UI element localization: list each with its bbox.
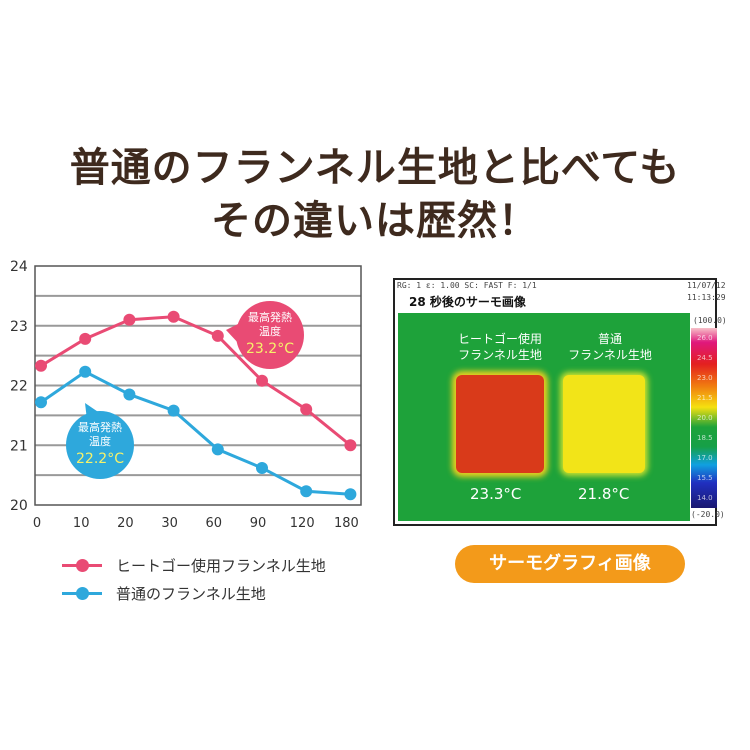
scale-label: 14.0 — [697, 494, 713, 502]
legend-swatch — [62, 587, 102, 600]
x-tick-label: 0 — [33, 516, 41, 531]
x-tick-label: 120 — [290, 516, 315, 531]
scale-max: (100.0) — [693, 316, 727, 325]
right-label: 普通 フランネル生地 — [568, 332, 652, 362]
data-point — [344, 439, 357, 452]
data-point — [123, 388, 136, 401]
scale-label: 15.5 — [697, 474, 713, 482]
meta-line: RG: 1 ε: 1.00 SC: FAST F: 1/1 — [397, 281, 537, 290]
thermo-title: 28 秒後のサーモ画像 — [409, 295, 526, 309]
headline-line1: 普通のフランネル生地と比べても — [69, 145, 681, 191]
data-point — [167, 310, 180, 323]
x-tick-label: 30 — [161, 516, 178, 531]
left-label: ヒートゴー使用 フランネル生地 — [457, 332, 542, 362]
data-point — [79, 365, 92, 378]
thermography-image: RG: 1 ε: 1.00 SC: FAST F: 1/1 11/07/12 1… — [393, 278, 727, 526]
data-point — [300, 403, 313, 416]
x-tick-label: 10 — [73, 516, 90, 531]
scale-label: 18.5 — [697, 434, 713, 442]
scale-label: 26.0 — [697, 334, 713, 342]
series-line — [40, 370, 351, 496]
date: 11/07/12 — [687, 281, 726, 290]
data-point — [344, 488, 357, 501]
scale-label: 24.5 — [697, 354, 713, 362]
data-point — [35, 396, 47, 409]
scale-label: 20.0 — [697, 414, 713, 422]
scale-label: 17.0 — [697, 454, 713, 462]
callout-label: 温度 — [89, 434, 111, 448]
callout-label: 最高発熱 — [78, 420, 122, 434]
callout-value: 22.2°C — [76, 451, 124, 467]
plot-frame — [34, 265, 362, 506]
legend-label: ヒートゴー使用フランネル生地 — [116, 557, 326, 575]
data-point — [167, 404, 180, 417]
callout-bubble — [236, 301, 304, 369]
thermography-badge: サーモグラフィ画像 — [455, 545, 685, 583]
y-tick-label: 21 — [10, 438, 28, 454]
data-point — [256, 374, 268, 387]
thermal-field: ヒートゴー使用 フランネル生地 普通 フランネル生地 23.3°C 21.8°C — [398, 313, 690, 521]
scale-label: 21.5 — [697, 394, 713, 402]
data-point — [211, 329, 224, 342]
x-tick-label: 20 — [117, 516, 134, 531]
color-scale: 26.0 24.5 23.0 21.5 20.0 18.5 17.0 15.5 14.0 — [691, 328, 717, 508]
left-temp: 23.3°C — [470, 485, 522, 503]
right-temp: 21.8°C — [578, 485, 630, 503]
data-point — [211, 443, 224, 456]
callout-label: 温度 — [259, 324, 281, 338]
y-tick-label: 22 — [10, 379, 28, 395]
normal-fabric-yellow — [563, 375, 645, 473]
scale-min: (-20.0) — [691, 510, 725, 519]
y-tick-label: 20 — [10, 498, 28, 514]
y-tick-label: 24 — [10, 259, 28, 275]
data-point — [123, 313, 136, 326]
callout-bubble — [66, 411, 134, 479]
data-point — [256, 461, 268, 474]
y-tick-label: 23 — [10, 319, 28, 335]
heatgo-fabric-red — [456, 375, 544, 473]
x-tick-label: 180 — [334, 516, 359, 531]
x-tick-label: 90 — [250, 516, 267, 531]
legend-item-heatgo: ヒートゴー使用フランネル生地 — [62, 555, 326, 576]
series-line — [40, 315, 352, 447]
data-point — [79, 332, 92, 345]
legend-label: 普通のフランネル生地 — [116, 585, 266, 603]
callout-label: 最高発熱 — [248, 310, 292, 324]
callout-value: 23.2°C — [246, 341, 294, 357]
x-tick-label: 60 — [206, 516, 223, 531]
legend-swatch — [62, 559, 102, 572]
time: 11:13:29 — [687, 293, 726, 302]
data-point — [300, 485, 313, 498]
scale-label: 23.0 — [697, 374, 713, 382]
data-point — [35, 359, 47, 372]
legend-item-normal: 普通のフランネル生地 — [62, 583, 266, 604]
headline-line2: その違いは歴然！ — [211, 198, 539, 244]
